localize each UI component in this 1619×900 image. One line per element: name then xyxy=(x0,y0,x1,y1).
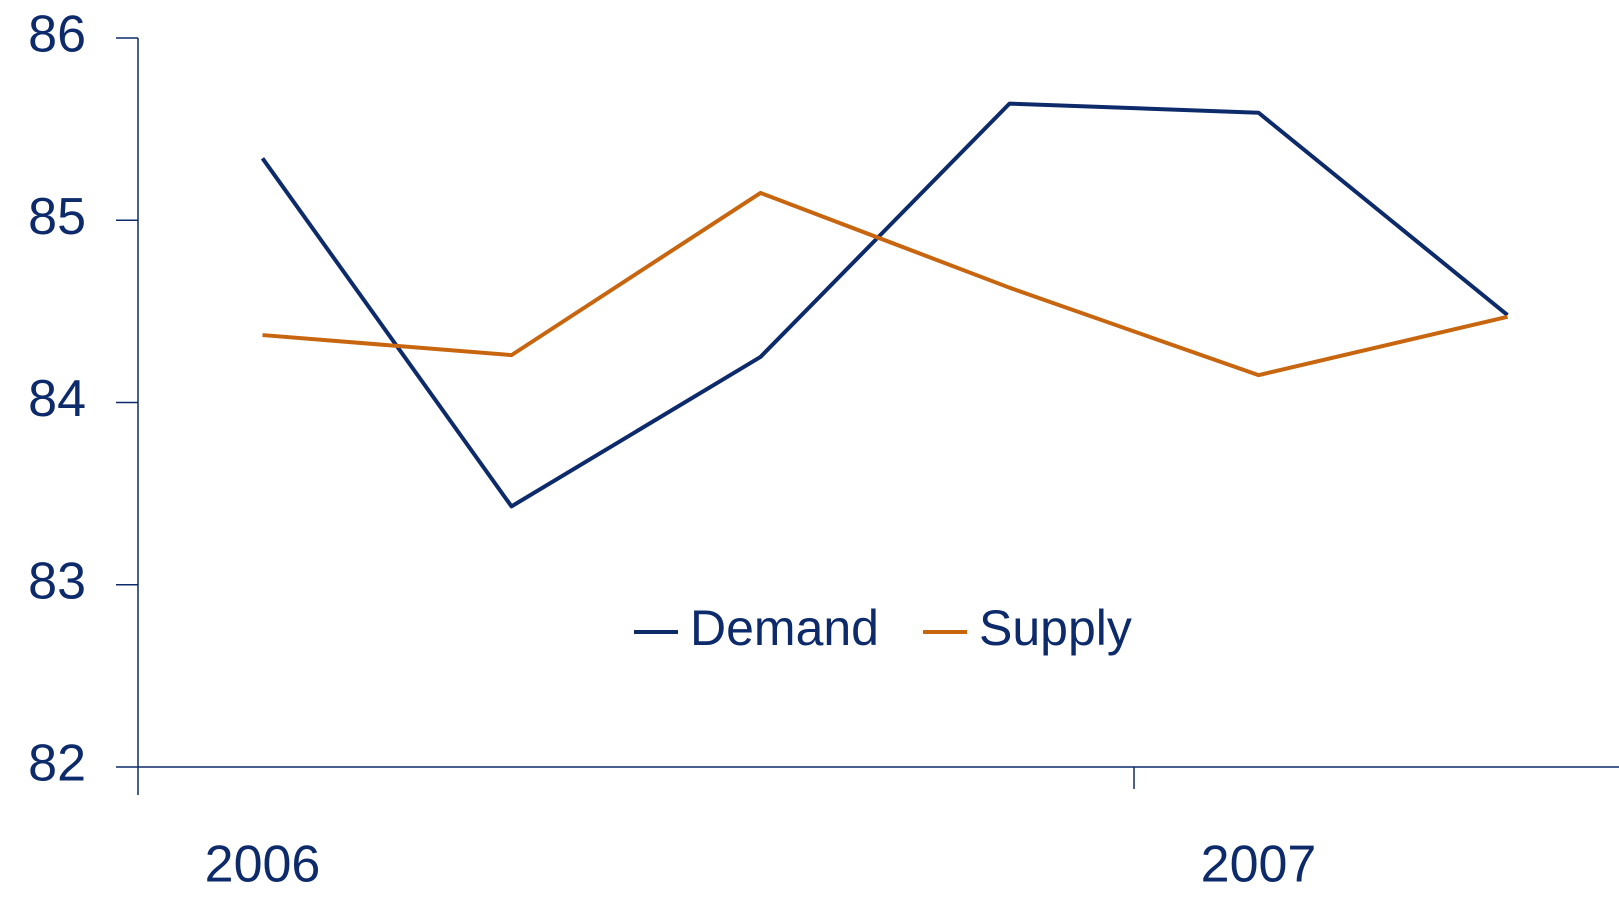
line-series xyxy=(262,190,1508,378)
line-series xyxy=(260,101,1509,509)
y-tick-label: 86 xyxy=(28,6,86,64)
x-tick-label: 2006 xyxy=(205,836,321,894)
y-tick-label: 84 xyxy=(28,370,86,428)
y-tick-label: 82 xyxy=(28,735,86,793)
y-tick-label: 85 xyxy=(28,188,86,246)
x-tick-label: 2007 xyxy=(1201,836,1317,894)
legend-label: Supply xyxy=(979,600,1132,656)
legend-label: Demand xyxy=(690,600,879,656)
y-tick-label: 83 xyxy=(28,552,86,610)
